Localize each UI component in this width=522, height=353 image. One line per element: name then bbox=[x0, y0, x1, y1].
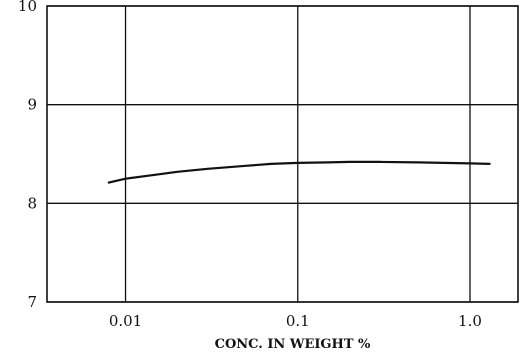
y-tick-label: 9 bbox=[27, 96, 37, 114]
series-line bbox=[107, 160, 491, 184]
y-tick-label: 10 bbox=[18, 0, 37, 15]
x-axis-ticks: 0.01 0.1 1.0 bbox=[109, 312, 482, 330]
x-tick-label: 1.0 bbox=[458, 312, 482, 330]
x-tick-label: 0.1 bbox=[286, 312, 310, 330]
grid bbox=[47, 5, 518, 303]
y-tick-label: 8 bbox=[27, 194, 37, 212]
y-tick-label: 7 bbox=[27, 293, 37, 311]
plot-frame bbox=[46, 5, 519, 303]
x-tick-label: 0.01 bbox=[109, 312, 142, 330]
x-axis-label: CONC. IN WEIGHT % bbox=[215, 337, 371, 352]
y-axis-ticks: 7 8 9 10 bbox=[18, 0, 37, 311]
